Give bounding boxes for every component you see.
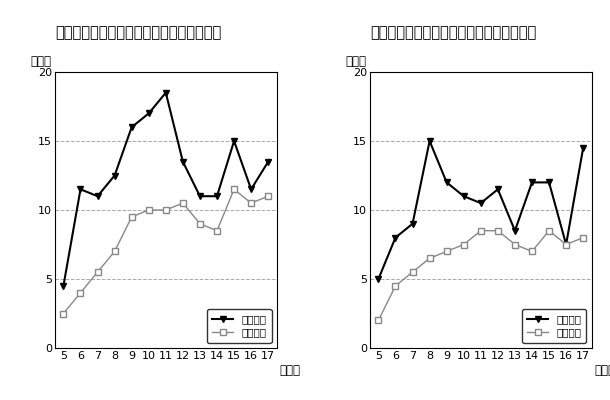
全国男子	[145, 208, 152, 212]
本県男子	[94, 194, 101, 198]
全国女子	[460, 242, 467, 247]
全国女子	[580, 235, 587, 240]
全国女子	[494, 228, 501, 233]
Text: （歳）: （歳）	[280, 364, 301, 377]
全国女子	[375, 318, 382, 323]
全国女子	[426, 256, 433, 261]
本県男子	[196, 194, 204, 198]
本県女子	[494, 187, 501, 192]
全国男子	[179, 201, 187, 206]
本県女子	[477, 201, 484, 206]
Line: 本県男子: 本県男子	[60, 90, 271, 289]
Line: 全国女子: 全国女子	[375, 228, 586, 324]
本県男子	[128, 125, 135, 130]
全国女子	[409, 270, 416, 274]
全国女子	[562, 242, 570, 247]
本県女子	[528, 180, 536, 185]
本県女子	[443, 180, 450, 185]
全国男子	[214, 228, 221, 233]
本県男子	[248, 187, 255, 192]
本県男子	[265, 159, 272, 164]
Text: （％）: （％）	[345, 55, 367, 68]
全国女子	[392, 284, 399, 288]
全国女子	[528, 249, 536, 254]
本県男子	[214, 194, 221, 198]
本県男子	[77, 187, 84, 192]
全国男子	[265, 194, 272, 198]
全国男子	[60, 311, 67, 316]
Text: （歳）: （歳）	[595, 364, 610, 377]
全国男子	[111, 249, 118, 254]
全国女子	[477, 228, 484, 233]
全国男子	[94, 270, 101, 274]
本県男子	[179, 159, 187, 164]
Legend: 本県女子, 全国女子: 本県女子, 全国女子	[522, 309, 586, 343]
Legend: 本県男子, 全国男子: 本県男子, 全国男子	[207, 309, 271, 343]
全国男子	[162, 208, 170, 212]
本県男子	[162, 90, 170, 95]
本県女子	[562, 242, 570, 247]
本県女子	[460, 194, 467, 198]
本県女子	[375, 277, 382, 282]
本県女子	[511, 228, 518, 233]
本県女子	[580, 146, 587, 150]
全国男子	[128, 214, 135, 219]
本県女子	[426, 139, 433, 144]
本県男子	[145, 111, 152, 116]
本県女子	[392, 235, 399, 240]
全国男子	[196, 222, 204, 226]
全国女子	[511, 242, 518, 247]
全国女子	[545, 228, 553, 233]
本県男子	[60, 284, 67, 288]
全国男子	[231, 187, 238, 192]
全国男子	[77, 290, 84, 295]
全国女子	[443, 249, 450, 254]
Text: 図２　肥満傾向児の出現率グラフ（女子）: 図２ 肥満傾向児の出現率グラフ（女子）	[370, 25, 536, 40]
本県男子	[231, 139, 238, 144]
Line: 本県女子: 本県女子	[375, 138, 586, 282]
Text: 図１　肥満傾向児の出現率グラフ（男子）: 図１ 肥満傾向児の出現率グラフ（男子）	[55, 25, 221, 40]
本県女子	[545, 180, 553, 185]
本県男子	[111, 173, 118, 178]
本県女子	[409, 222, 416, 226]
全国男子	[248, 201, 255, 206]
Text: （％）: （％）	[30, 55, 51, 68]
Line: 全国男子: 全国男子	[60, 186, 271, 317]
